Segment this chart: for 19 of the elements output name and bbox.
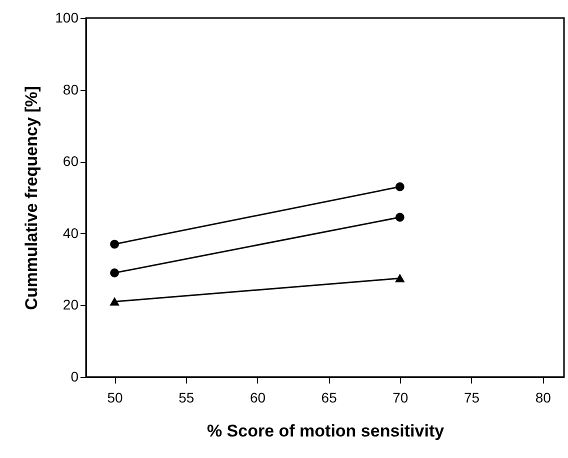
x-axis-title: % Score of motion sensitivity	[206, 422, 445, 440]
x-tick-label: 60	[250, 390, 266, 406]
y-tick-label: 60	[62, 153, 79, 170]
x-tick-label: 65	[321, 390, 338, 406]
y-tick-label: 100	[55, 10, 79, 26]
y-axis-title: Cummulative frequency [%]	[22, 86, 42, 310]
x-tick-label: 70	[392, 390, 408, 406]
point	[395, 182, 404, 192]
point	[395, 212, 404, 222]
point	[110, 268, 120, 278]
y-tick-label: 40	[62, 224, 79, 241]
x-tick-label: 55	[178, 390, 194, 406]
y-tick-label: 0	[70, 368, 79, 384]
x-tick-label: 75	[464, 390, 480, 406]
point	[110, 240, 120, 249]
y-tick-label: 80	[62, 81, 79, 98]
y-tick-label: 20	[62, 296, 79, 313]
x-tick-label: 50	[107, 390, 124, 406]
x-tick-label: 80	[535, 390, 552, 406]
